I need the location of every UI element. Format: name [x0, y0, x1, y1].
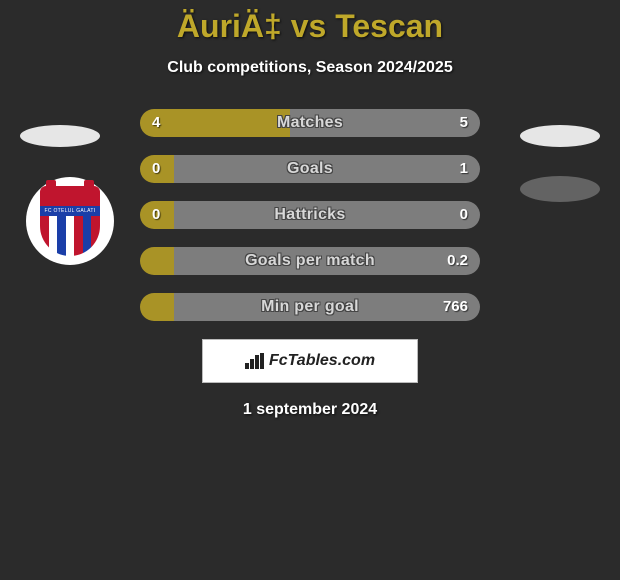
team-right-badge-placeholder-2: [520, 176, 600, 202]
stat-row: 01Goals: [140, 155, 480, 183]
brand-text: FcTables.com: [269, 352, 375, 370]
stat-label: Min per goal: [140, 293, 480, 321]
team-crest-icon: FC OTELUL GALATI: [40, 186, 100, 256]
team-left-badge-placeholder-1: [20, 125, 100, 147]
stat-label: Matches: [140, 109, 480, 137]
stat-label: Goals per match: [140, 247, 480, 275]
brand-box: FcTables.com: [202, 339, 418, 383]
date-label: 1 september 2024: [0, 401, 620, 419]
infographic-container: ÄuriÄ‡ vs Tescan Club competitions, Seas…: [0, 0, 620, 419]
page-title: ÄuriÄ‡ vs Tescan: [0, 8, 620, 45]
stat-row: 766Min per goal: [140, 293, 480, 321]
stat-row: 00Hattricks: [140, 201, 480, 229]
stat-row: 45Matches: [140, 109, 480, 137]
crest-banner-text: FC OTELUL GALATI: [40, 206, 100, 216]
brand-bars-icon: [245, 353, 265, 369]
stats-bars: 45Matches 01Goals 00Hattricks 0.2Goals per …: [140, 109, 480, 321]
stat-row: 0.2Goals per match: [140, 247, 480, 275]
team-left-badge: FC OTELUL GALATI: [26, 177, 114, 265]
team-right-badge-placeholder-1: [520, 125, 600, 147]
stat-label: Goals: [140, 155, 480, 183]
stat-label: Hattricks: [140, 201, 480, 229]
page-subtitle: Club competitions, Season 2024/2025: [0, 59, 620, 77]
